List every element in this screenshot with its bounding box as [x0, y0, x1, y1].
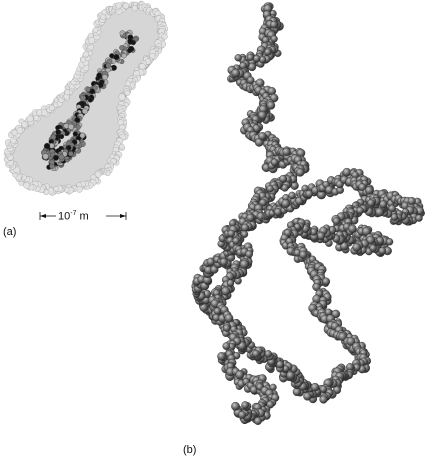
- chain-a-bead: [127, 48, 132, 53]
- envelope-bead: [34, 115, 39, 120]
- chain-a-bead: [73, 132, 78, 137]
- chain-b-bead: [214, 308, 221, 315]
- chain-a-bead: [106, 63, 111, 68]
- chain-b-bead: [320, 396, 328, 404]
- chain-b-bead: [270, 21, 277, 28]
- chain-b-bead: [235, 54, 242, 61]
- chain-b-bead: [232, 69, 240, 77]
- chain-b-bead: [241, 401, 248, 408]
- chain-b-bead: [236, 371, 244, 379]
- scale-bar-label: 10-7 m: [58, 210, 89, 223]
- envelope-bead: [116, 3, 122, 9]
- chain-b-bead: [386, 238, 393, 245]
- panel-a-label: (a): [3, 226, 16, 238]
- chain-b-bead: [267, 185, 274, 192]
- chain-b-bead: [367, 199, 374, 206]
- chain-b-bead: [217, 352, 225, 360]
- chain-b-bead: [296, 168, 304, 176]
- chain-a-bead: [86, 87, 91, 92]
- chain-a-bead: [122, 53, 127, 58]
- chain-b-bead: [379, 200, 387, 208]
- chain-a-bead: [53, 155, 58, 160]
- chain-b-bead: [264, 49, 271, 56]
- chain-b-bead: [231, 402, 239, 410]
- chain-b-bead: [375, 208, 384, 217]
- scale-bar-unit: m: [80, 211, 89, 223]
- chain-b-bead: [245, 250, 252, 257]
- chain-b-bead: [223, 325, 230, 332]
- chain-b-bead: [288, 192, 295, 199]
- scale-bar-base: 10: [58, 211, 70, 223]
- chain-b-bead: [283, 148, 291, 156]
- chain-b-bead: [299, 251, 307, 259]
- scale-bar-exponent: -7: [70, 210, 76, 217]
- chain-b-bead: [267, 101, 275, 109]
- chain-b-bead: [320, 386, 327, 393]
- chain-b-bead: [365, 186, 373, 194]
- chain-b-bead: [241, 224, 249, 232]
- chain-b-bead: [252, 350, 259, 357]
- chain-b-bead: [233, 237, 240, 244]
- chain-a-bead: [64, 123, 69, 128]
- chain-b-bead: [240, 260, 249, 269]
- chain-b-bead: [279, 175, 287, 183]
- envelope-bead: [119, 94, 126, 101]
- chain-b-bead: [271, 159, 278, 166]
- chain-b-bead: [221, 287, 230, 296]
- chain-b-bead: [223, 342, 230, 349]
- chain-a-bead: [119, 45, 124, 50]
- chain-b-bead: [416, 215, 423, 222]
- chain-a-bead: [59, 154, 64, 159]
- chain-b-bead: [247, 54, 254, 61]
- chain-a-bead: [128, 39, 134, 45]
- chain-b-bead: [238, 411, 246, 419]
- chain-b-bead: [271, 35, 278, 42]
- chain-b-bead: [225, 314, 233, 322]
- chain-a-bead: [44, 143, 50, 149]
- envelope-bead: [83, 51, 89, 57]
- chain-b-bead: [265, 350, 272, 357]
- envelope-bead: [119, 144, 124, 149]
- chain-b-bead: [322, 278, 330, 286]
- envelope-bead: [123, 3, 129, 9]
- chain-b-bead: [353, 243, 361, 251]
- chain-b-bead: [348, 225, 356, 233]
- chain-b-bead: [274, 208, 282, 216]
- chain-a-bead: [50, 160, 55, 165]
- chain-b-bead: [258, 132, 266, 140]
- chain-a-bead: [82, 108, 88, 114]
- chain-a-bead: [97, 73, 102, 78]
- envelope-bead: [17, 127, 23, 133]
- chain-b-bead: [227, 280, 234, 287]
- chain-a-bead: [43, 154, 49, 160]
- envelope-bead: [65, 90, 70, 95]
- chain-b-bead: [286, 371, 294, 379]
- chain-b-bead: [228, 230, 235, 237]
- chain-b-bead: [247, 214, 255, 222]
- envelope-bead: [139, 63, 145, 69]
- scale-bar-label-box: 10-7 m: [40, 210, 128, 224]
- chain-b-bead: [333, 218, 340, 225]
- chain-b-bead: [379, 247, 386, 254]
- panel-b-label: (b): [183, 444, 196, 456]
- envelope-bead: [93, 28, 98, 33]
- chain-b-bead: [303, 392, 311, 400]
- chain-b-bead: [253, 55, 260, 62]
- chain-b-bead: [311, 383, 319, 391]
- chain-b-bead: [370, 245, 377, 252]
- polymer-chain-b: [192, 3, 425, 425]
